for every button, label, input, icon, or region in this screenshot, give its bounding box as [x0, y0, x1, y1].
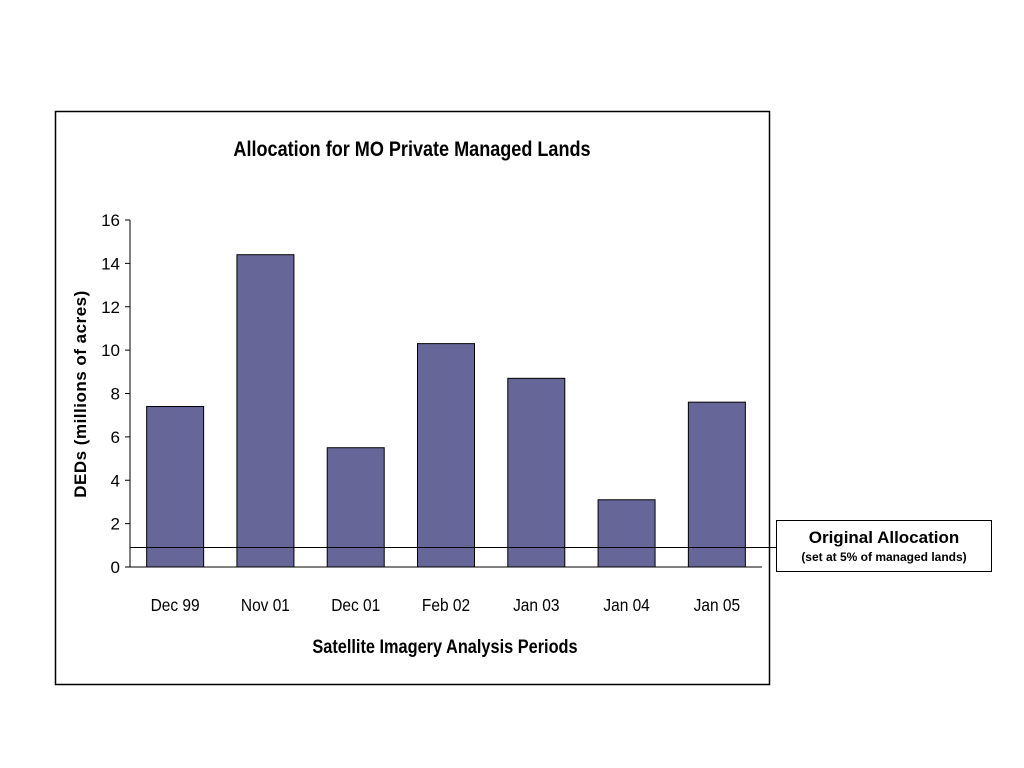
y-tick-label: 2 [111, 515, 120, 534]
y-tick-label: 12 [101, 298, 120, 317]
x-tick-label: Jan 04 [603, 595, 649, 615]
y-axis: 0 2 4 6 8 10 12 14 16 [101, 211, 130, 577]
x-tick-label: Feb 02 [422, 595, 470, 615]
bar [687, 401, 746, 568]
x-tick-label: Dec 99 [151, 595, 200, 615]
bar [417, 343, 475, 568]
chart-title: Allocation for MO Private Managed Lands [233, 138, 590, 162]
y-tick-label: 8 [111, 385, 120, 404]
x-axis: Dec 99 Nov 01 Dec 01 Feb 02 Jan 03 Jan 04 Jan … [151, 595, 740, 615]
bar [236, 254, 295, 568]
x-axis-label: Satellite Imagery Analysis Periods [312, 636, 577, 657]
y-tick-label: 16 [101, 211, 120, 230]
bar [597, 499, 656, 568]
bar [146, 406, 205, 568]
callout-title: Original Allocation [808, 528, 960, 547]
bar [507, 377, 566, 568]
x-tick-label: Dec 01 [331, 595, 380, 615]
x-tick-label: Jan 05 [694, 595, 740, 615]
bar [326, 447, 385, 568]
callout-subtitle: (set at 5% of managed lands) [801, 550, 967, 564]
x-tick-label: Jan 03 [513, 595, 559, 615]
bars [146, 254, 746, 568]
original-allocation-callout: Original Allocation (set at 5% of manage… [776, 520, 992, 572]
x-tick-label: Nov 01 [241, 595, 290, 615]
y-axis-label: DEDs (millions of acres) [71, 290, 90, 498]
y-tick-label: 0 [111, 558, 120, 577]
chart-frame [54, 110, 771, 686]
y-tick-label: 4 [111, 471, 120, 490]
y-tick-label: 14 [101, 254, 120, 273]
y-tick-label: 6 [111, 428, 120, 447]
y-tick-label: 10 [101, 341, 120, 360]
